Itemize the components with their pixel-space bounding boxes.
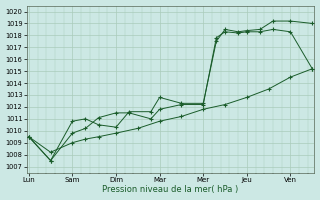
X-axis label: Pression niveau de la mer( hPa ): Pression niveau de la mer( hPa ) xyxy=(102,185,239,194)
